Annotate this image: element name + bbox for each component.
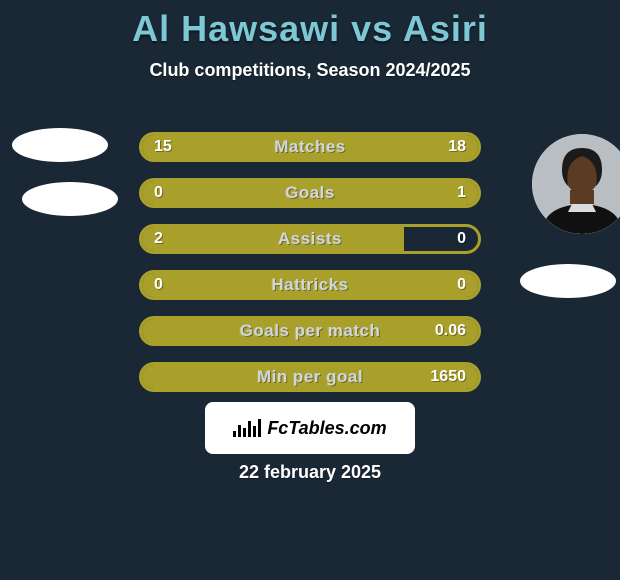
bar-left bbox=[142, 365, 162, 389]
bar-right bbox=[202, 181, 478, 205]
player-right-avatar bbox=[532, 134, 620, 234]
bar-right bbox=[162, 319, 478, 343]
date-text: 22 february 2025 bbox=[0, 462, 620, 483]
stat-row: Goals per match0.06 bbox=[139, 316, 481, 346]
subtitle: Club competitions, Season 2024/2025 bbox=[0, 60, 620, 81]
stat-row: Min per goal1650 bbox=[139, 362, 481, 392]
chart-icon bbox=[233, 419, 261, 437]
page-title: Al Hawsawi vs Asiri bbox=[0, 8, 620, 50]
stat-row: Hattricks00 bbox=[139, 270, 481, 300]
bar-right bbox=[162, 365, 478, 389]
bar-left bbox=[142, 273, 310, 297]
bar-left bbox=[142, 227, 404, 251]
stat-row: Assists20 bbox=[139, 224, 481, 254]
bar-left bbox=[142, 135, 295, 159]
bar-right bbox=[310, 273, 478, 297]
stat-row: Matches1518 bbox=[139, 132, 481, 162]
team-left-avatar bbox=[22, 182, 118, 216]
bar-right bbox=[295, 135, 478, 159]
player-left-avatar bbox=[12, 128, 108, 162]
source-badge-text: FcTables.com bbox=[267, 418, 386, 439]
bar-right bbox=[418, 227, 478, 251]
bar-left bbox=[142, 181, 202, 205]
bar-left bbox=[142, 319, 162, 343]
comparison-rows: Matches1518 Goals01 Assists20 Hattricks00 Go… bbox=[139, 132, 481, 408]
source-badge: FcTables.com bbox=[205, 402, 415, 454]
team-right-avatar bbox=[520, 264, 616, 298]
stat-row: Goals01 bbox=[139, 178, 481, 208]
player-photo-icon bbox=[532, 134, 620, 234]
